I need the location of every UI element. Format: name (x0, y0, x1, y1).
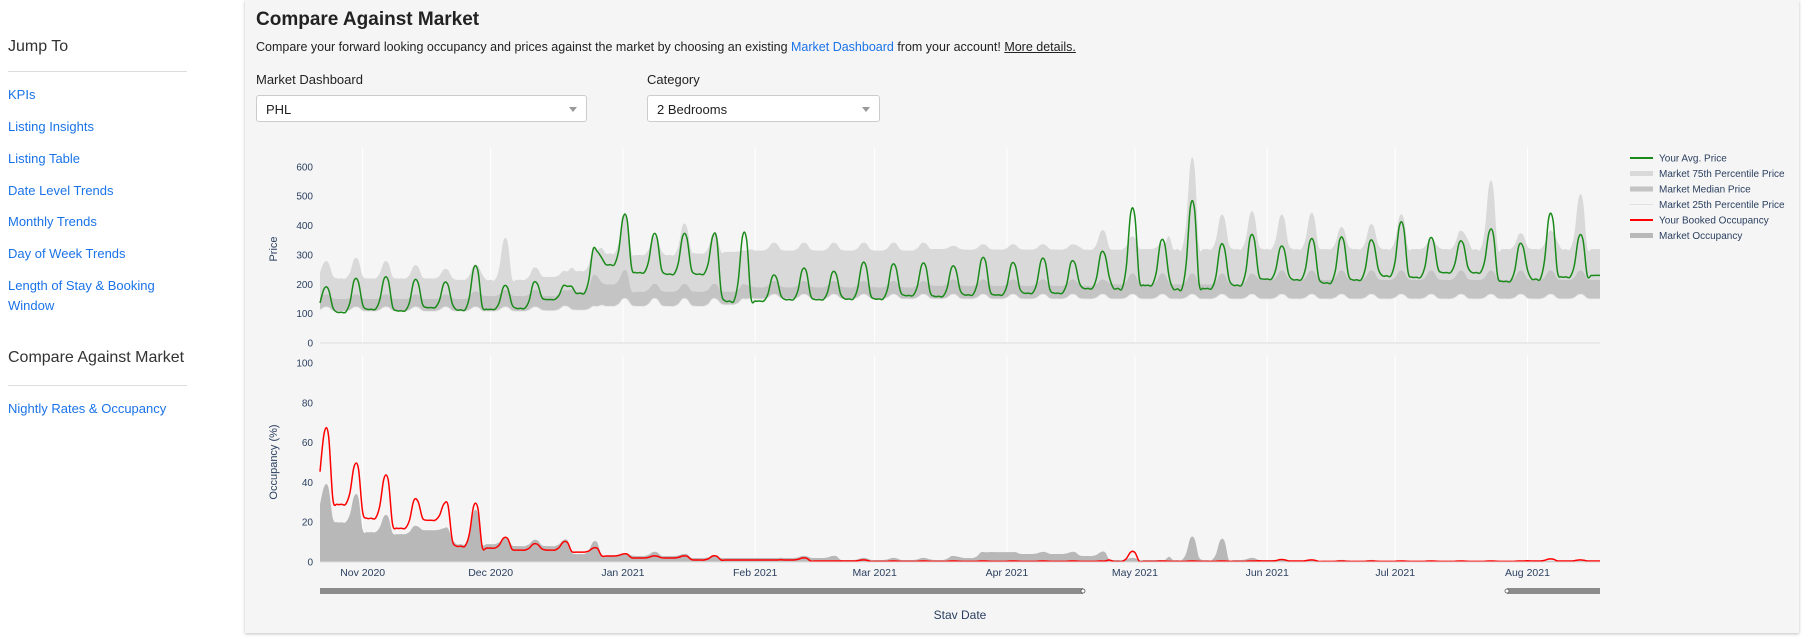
price-y-tick: 200 (296, 280, 313, 291)
x-tick-label: Nov 2020 (340, 567, 385, 579)
occupancy-y-tick: 60 (302, 438, 314, 449)
price-y-tick: 500 (296, 192, 313, 203)
price-y-tick: 300 (296, 250, 313, 261)
occupancy-y-tick: 80 (302, 398, 314, 409)
range-handle-left[interactable] (1080, 588, 1086, 594)
description-text: Compare your forward looking occupancy a… (256, 40, 792, 54)
price-y-tick: 400 (296, 221, 313, 232)
market-75th-percentile-area (320, 157, 1600, 300)
price-y-tick: 0 (307, 339, 313, 350)
chart-legend: Your Avg. Price Market 75th Percentile Pr… (1630, 154, 1785, 242)
panel-description: Compare your forward looking occupancy a… (256, 40, 1076, 54)
occupancy-y-tick: 20 (302, 518, 314, 529)
compare-market-panel: Compare Against Market Compare your forw… (245, 0, 1799, 633)
market-comparison-chart[interactable]: Nov 2020 Dec 2020 Jan 2021 Feb 2021 Mar 2021… (245, 140, 1799, 633)
category-value: 2 Bedrooms (657, 102, 728, 117)
range-slider-left[interactable] (320, 588, 1083, 594)
occupancy-plot (319, 426, 1600, 563)
x-tick-label: May 2021 (1112, 567, 1158, 579)
sidebar-heading: Jump To (8, 38, 69, 55)
your-booked-occupancy-line (319, 426, 1600, 563)
sidebar-link-monthly-trends[interactable]: Monthly Trends (8, 214, 97, 229)
price-axis-title: Price (268, 236, 280, 261)
sidebar-link-date-level-trends[interactable]: Date Level Trends (8, 183, 114, 198)
range-handle-right[interactable] (1504, 588, 1510, 594)
x-tick-label: Jul 2021 (1375, 567, 1415, 579)
axes: Nov 2020 Dec 2020 Jan 2021 Feb 2021 Mar 2021… (296, 162, 1600, 579)
price-y-tick: 600 (296, 162, 313, 173)
market-25th-percentile-line (319, 293, 1600, 312)
sidebar-link-kpis[interactable]: KPIs (8, 87, 36, 102)
legend-label: Market 25th Percentile Price (1659, 200, 1785, 211)
category-select[interactable]: 2 Bedrooms (647, 95, 880, 122)
legend-label: Your Booked Occupancy (1659, 216, 1769, 227)
occupancy-axis-title: Occupancy (%) (268, 424, 280, 499)
market-dashboard-link[interactable]: Market Dashboard (791, 40, 894, 54)
price-y-tick: 100 (296, 309, 313, 320)
occupancy-y-tick: 40 (302, 478, 314, 489)
legend-label: Market Median Price (1659, 185, 1751, 196)
x-tick-label: Feb 2021 (733, 567, 778, 579)
category-label: Category (647, 72, 700, 87)
price-plot (319, 157, 1600, 314)
gridlines (362, 147, 1528, 562)
description-text-2: from your account! (893, 40, 1005, 54)
x-tick-label: Aug 2021 (1505, 567, 1550, 579)
x-tick-label: Mar 2021 (852, 567, 897, 579)
chevron-down-icon (862, 107, 870, 112)
legend-label: Market Occupancy (1659, 231, 1742, 242)
range-slider[interactable] (320, 588, 1600, 594)
occupancy-y-tick: 100 (296, 359, 313, 370)
legend-label: Your Avg. Price (1659, 154, 1727, 165)
x-tick-label: Jan 2021 (601, 567, 644, 579)
market-occupancy-area (320, 484, 1600, 562)
page-title: Compare Against Market (256, 9, 480, 30)
occupancy-y-tick: 0 (307, 558, 313, 569)
sidebar-link-day-of-week-trends[interactable]: Day of Week Trends (8, 246, 126, 261)
sidebar-link-length-of-stay[interactable]: Length of Stay & Booking Window (8, 278, 155, 313)
divider (8, 71, 187, 72)
your-avg-price-line (319, 199, 1600, 314)
sidebar-link-listing-insights[interactable]: Listing Insights (8, 119, 94, 134)
more-details-link[interactable]: More details. (1004, 40, 1076, 54)
market-dashboard-label: Market Dashboard (256, 72, 363, 87)
x-tick-label: Jun 2021 (1246, 567, 1289, 579)
chevron-down-icon (569, 107, 577, 112)
divider (8, 385, 187, 386)
x-tick-label: Apr 2021 (986, 567, 1029, 579)
legend-label: Market 75th Percentile Price (1659, 169, 1785, 180)
sidebar-link-listing-table[interactable]: Listing Table (8, 151, 81, 166)
x-axis-title: Stav Date (934, 608, 987, 622)
x-tick-label: Dec 2020 (468, 567, 513, 579)
range-slider-right[interactable] (1507, 588, 1600, 594)
market-dashboard-select[interactable]: PHL (256, 95, 587, 122)
market-dashboard-value: PHL (266, 102, 292, 117)
sidebar-section-heading: Compare Against Market (8, 349, 185, 366)
sidebar-link-nightly-rates[interactable]: Nightly Rates & Occupancy (8, 401, 167, 416)
